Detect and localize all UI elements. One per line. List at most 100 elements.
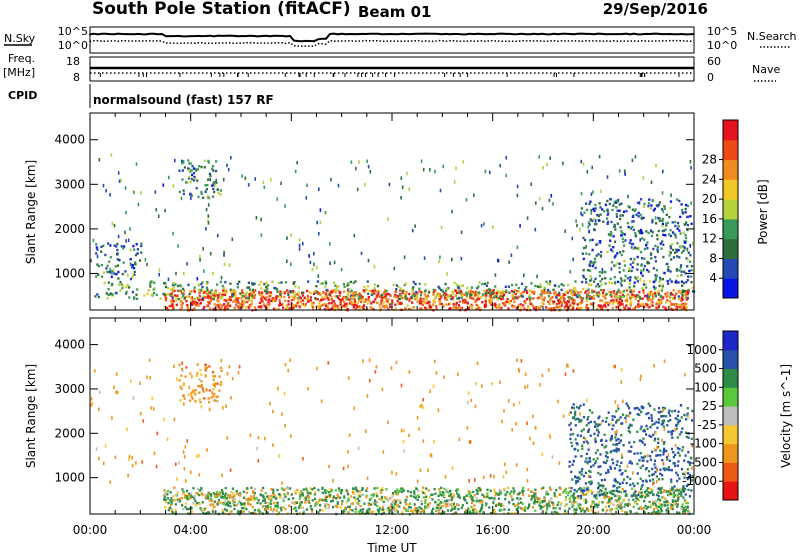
echo-cell [594,503,597,507]
echo-cell [647,505,650,509]
echo-cell [100,250,103,253]
echo-cell [181,302,184,305]
echo-cell [613,276,616,279]
echo-cell [670,258,673,261]
echo-cell [260,296,263,299]
echo-cell [297,291,300,294]
echo-cell [683,223,686,226]
echo-cell [641,464,644,467]
echo-cell [498,488,501,492]
echo-cell [684,211,687,214]
echo-cell [107,242,110,245]
echo-cell [653,463,656,466]
echo-cell [679,266,682,269]
echo-cell [400,176,403,180]
echo-cell [275,297,278,300]
echo-cell [622,289,626,293]
echo-cell [517,502,520,505]
echo-cell [523,273,525,277]
echo-cell [632,498,635,501]
echo-cell [96,293,99,296]
echo-cell [660,208,664,211]
echo-cell [613,223,616,227]
echo-cell [189,290,192,293]
echo-cell [489,489,492,492]
echo-cell [216,495,219,498]
echo-cell [238,365,241,369]
echo-cell [683,459,686,462]
echo-cell [276,488,279,492]
echo-cell [202,196,205,199]
echo-cell [415,297,418,300]
echo-cell [534,496,537,500]
echo-cell [125,285,128,289]
noise-tick-right-bottom: 10^0 [707,39,737,52]
echo-cell [610,290,613,294]
echo-cell [164,282,167,285]
echo-cell [669,229,672,232]
nave-tick-bottom: 0 [707,71,714,84]
echo-cell [250,486,253,490]
echo-cell [110,275,113,279]
echo-cell [568,497,571,500]
echo-cell [661,277,664,281]
echo-cell [640,272,643,275]
echo-cell [555,303,558,306]
echo-cell [329,494,332,497]
echo-cell [217,498,221,502]
echo-cell [676,489,679,492]
echo-cell [677,451,680,454]
echo-cell [194,504,197,507]
echo-cell [560,302,563,305]
echo-cell [383,496,387,499]
echo-cell [492,498,496,502]
echo-cell [671,504,674,507]
echo-cell [244,306,248,309]
echo-cell [302,488,305,491]
echo-cell [343,305,346,308]
echo-cell [341,298,344,301]
echo-cell [312,301,315,305]
echo-cell [609,498,612,501]
echo-cell [653,207,656,211]
echo-cell [687,483,690,486]
echo-cell [481,493,484,496]
echo-cell [590,211,593,215]
echo-cell [640,264,643,267]
echo-cell [539,501,542,504]
echo-cell [676,511,679,514]
echo-cell [483,293,486,296]
echo-cell [587,288,590,291]
echo-cell [186,262,188,266]
echo-cell [392,283,395,287]
echo-cell [207,296,210,300]
echo-cell [379,307,382,310]
echo-cell [658,280,661,284]
echo-cell [314,491,317,494]
echo-cell [135,162,138,166]
echo-cell [600,283,603,286]
echo-cell [396,499,399,502]
echo-cell [556,306,559,309]
echo-cell [140,242,143,245]
echo-cell [670,447,673,451]
echo-cell [191,164,194,168]
echo-cell [206,291,209,294]
echo-cell [648,500,651,504]
echo-cell [319,304,322,308]
echo-cell [211,296,214,299]
echo-cell [686,223,689,227]
echo-cell [688,269,691,273]
echo-cell [172,287,175,291]
echo-cell [418,302,421,305]
echo-cell [600,189,602,194]
echo-cell [681,472,685,475]
echo-cell [224,299,228,302]
echo-cell [483,289,486,292]
echo-cell [298,504,301,508]
echo-cell [584,291,587,294]
echo-cell [683,506,686,510]
echo-cell [391,495,394,498]
echo-cell [354,498,357,501]
echo-cell [499,508,502,511]
